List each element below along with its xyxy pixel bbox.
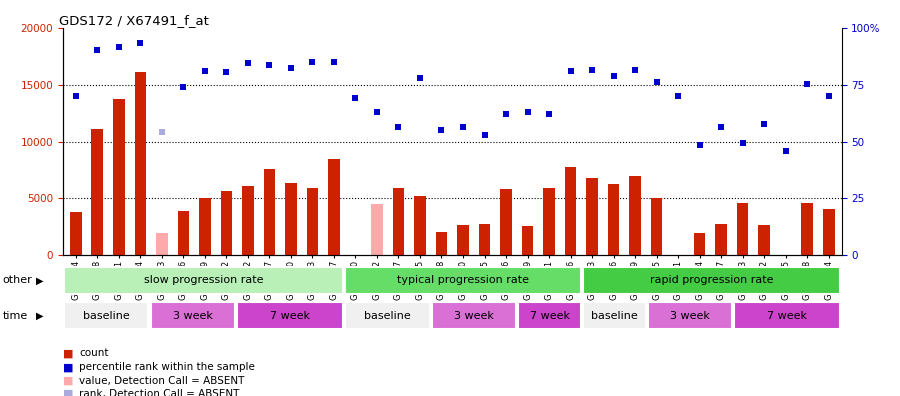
Text: baseline: baseline <box>83 311 130 321</box>
Text: ■: ■ <box>63 362 74 373</box>
Text: 3 week: 3 week <box>173 311 212 321</box>
Bar <box>583 303 646 329</box>
Bar <box>177 211 189 255</box>
Bar <box>694 232 706 255</box>
Text: 7 week: 7 week <box>529 311 570 321</box>
Bar <box>432 303 516 329</box>
Bar <box>583 267 841 293</box>
Bar <box>500 189 512 255</box>
Bar <box>564 167 576 255</box>
Bar <box>629 176 641 255</box>
Text: 3 week: 3 week <box>454 311 494 321</box>
Bar <box>242 186 254 255</box>
Text: ■: ■ <box>63 348 74 358</box>
Bar <box>237 303 343 329</box>
Bar <box>479 223 490 255</box>
Bar <box>92 129 104 255</box>
Bar <box>414 196 426 255</box>
Bar <box>734 303 841 329</box>
Bar <box>371 204 382 255</box>
Bar <box>716 223 727 255</box>
Text: ▶: ▶ <box>36 275 43 286</box>
Bar <box>758 225 770 255</box>
Text: baseline: baseline <box>591 311 638 321</box>
Bar <box>199 198 211 255</box>
Text: rapid progression rate: rapid progression rate <box>650 275 773 285</box>
Bar <box>651 198 662 255</box>
Bar <box>436 232 447 255</box>
Bar <box>134 72 147 255</box>
Text: value, Detection Call = ABSENT: value, Detection Call = ABSENT <box>79 376 245 386</box>
Text: ■: ■ <box>63 376 74 386</box>
Text: time: time <box>3 311 28 321</box>
Bar <box>518 303 580 329</box>
Text: GDS172 / X67491_f_at: GDS172 / X67491_f_at <box>59 13 209 27</box>
Bar <box>522 226 534 255</box>
Bar <box>801 203 813 255</box>
Text: 7 week: 7 week <box>768 311 807 321</box>
Bar <box>392 188 404 255</box>
Text: typical progression rate: typical progression rate <box>397 275 529 285</box>
Bar <box>648 303 733 329</box>
Bar <box>307 188 319 255</box>
Bar <box>328 159 340 255</box>
Bar <box>70 212 82 255</box>
Bar <box>586 178 598 255</box>
Bar <box>823 209 834 255</box>
Bar <box>113 99 125 255</box>
Bar <box>264 169 275 255</box>
Text: ▶: ▶ <box>36 311 43 321</box>
Text: baseline: baseline <box>364 311 410 321</box>
Bar <box>457 225 469 255</box>
Bar <box>64 303 148 329</box>
Bar <box>220 190 232 255</box>
Bar <box>543 188 555 255</box>
Bar <box>285 183 297 255</box>
Text: other: other <box>3 275 32 286</box>
Bar <box>150 303 235 329</box>
Bar <box>64 267 343 293</box>
Bar <box>608 184 619 255</box>
Bar <box>737 203 749 255</box>
Bar <box>346 267 580 293</box>
Text: slow progression rate: slow progression rate <box>144 275 264 285</box>
Text: 7 week: 7 week <box>270 311 310 321</box>
Text: ■: ■ <box>63 389 74 396</box>
Text: count: count <box>79 348 109 358</box>
Text: 3 week: 3 week <box>670 311 710 321</box>
Text: rank, Detection Call = ABSENT: rank, Detection Call = ABSENT <box>79 389 239 396</box>
Text: percentile rank within the sample: percentile rank within the sample <box>79 362 255 373</box>
Bar <box>346 303 429 329</box>
Bar <box>156 232 167 255</box>
